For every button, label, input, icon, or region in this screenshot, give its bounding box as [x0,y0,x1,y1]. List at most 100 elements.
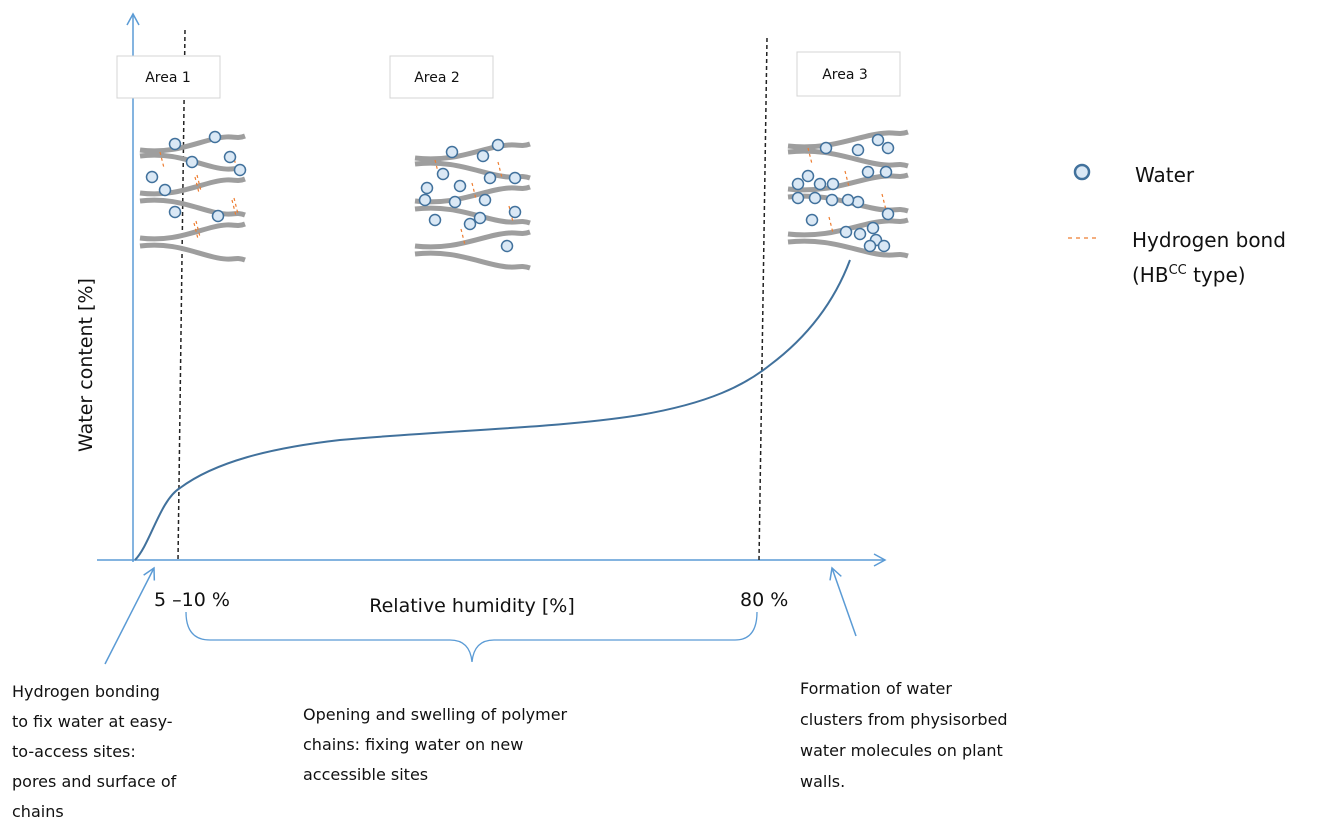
water-molecule [185,155,199,169]
hydrogen-bond [194,176,200,194]
water-molecule [805,213,819,227]
water-molecule [877,239,891,253]
annotation-line: accessible sites [303,765,428,784]
x-marker: 5 –10 % [154,589,230,611]
hydrogen-bond [471,182,477,200]
annotation-line: walls. [800,772,845,791]
divider [758,37,768,561]
water-molecule [819,141,833,155]
area-box [389,55,494,99]
polymer-chain [139,242,246,263]
water-molecule [448,195,462,209]
legend-label: Water [1135,163,1195,187]
water-molecule [420,181,434,195]
annotation-line: to fix water at easy- [12,712,173,731]
hydrogen-bond [881,193,887,211]
water-molecule [879,165,893,179]
area-box [796,51,901,97]
water-molecule [841,193,855,207]
annotation-line: Formation of water [800,679,952,698]
water-molecule [866,221,880,235]
water-molecule [851,195,865,209]
hydrogen-bond [231,199,237,217]
annotation-line: pores and surface of [12,772,177,791]
water-molecule [211,209,225,223]
polymer-chain [414,184,531,205]
legend-water-icon [1073,163,1091,181]
water-molecule [808,191,822,205]
sorption-curve [134,259,851,561]
water-molecule [500,239,514,253]
water-molecule [881,141,895,155]
water-molecule [508,205,522,219]
polymer-chain [787,148,909,169]
annotation-line: Opening and swelling of polymer [303,705,568,724]
water-molecule [801,169,815,183]
water-molecule [145,170,159,184]
polymer-chain [414,229,531,250]
polymer-cluster [139,130,247,263]
polymer-chain [414,141,531,162]
polymer-chain [414,250,531,271]
water-molecule [791,177,805,191]
hydrogen-bond [193,222,199,240]
water-molecule [508,171,522,185]
legend-label: Hydrogen bond [1132,228,1286,252]
hydrogen-bond [807,147,813,165]
polymer-chain [139,221,246,242]
water-molecule [453,179,467,193]
pointer-arrow [829,566,857,637]
water-molecule [158,183,172,197]
polymer-cluster [414,138,531,271]
area-label: Area 2 [414,70,460,86]
legend-note-prefix: (HB [1132,263,1169,287]
area-label: Area 3 [822,67,868,83]
divider [177,29,186,561]
brace [185,611,758,663]
legend-note: (HBCC type) [1132,263,1246,287]
x-axis-label: Relative humidity [%] [369,595,574,617]
polymer-chain [787,172,909,193]
polymer-chain [787,129,909,150]
hydrogen-bond [159,151,165,169]
annotation-line: Hydrogen bonding [12,682,160,701]
water-molecule [826,177,840,191]
polymer-chain [414,205,531,226]
water-molecule [418,193,432,207]
annotation-line: chains: fixing water on new [303,735,523,754]
water-molecule [476,149,490,163]
x-marker: 80 % [740,589,788,611]
annotation-line: clusters from physisorbed [800,710,1008,729]
water-molecule [863,239,877,253]
hydrogen-bond [497,161,503,179]
water-molecule [445,145,459,159]
annotation-line: chains [12,802,64,821]
legend-note-suffix: type) [1187,263,1246,287]
area-label: Area 1 [145,70,191,86]
water-molecule [436,167,450,181]
hydrogen-bond [844,170,850,188]
water-molecule [473,211,487,225]
water-molecule [871,133,885,147]
water-molecule [881,207,895,221]
water-molecule [851,143,865,157]
water-molecule [168,137,182,151]
water-molecule [825,193,839,207]
water-molecule [428,213,442,227]
legend-note-superscript: CC [1169,263,1187,278]
annotation-line: to-access sites: [12,742,136,761]
polymer-chain [139,197,246,218]
water-molecule [791,191,805,205]
water-molecule [853,227,867,241]
water-molecule [491,138,505,152]
annotation-line: water molecules on plant [800,741,1003,760]
hydrogen-bond [233,197,239,215]
water-molecule [233,163,247,177]
hydrogen-bond [195,220,201,238]
water-molecule [861,165,875,179]
polymer-chain [139,133,246,154]
water-molecule [463,217,477,231]
pointer-arrow [104,566,156,665]
hydrogen-bond [196,174,202,192]
